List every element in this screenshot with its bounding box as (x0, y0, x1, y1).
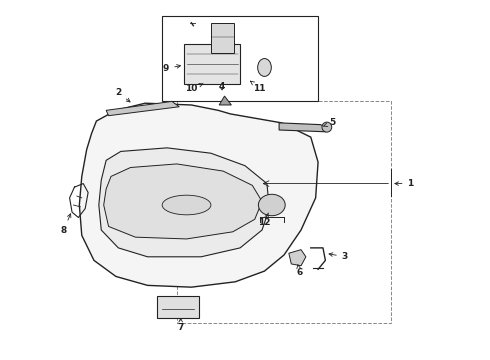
Text: 2: 2 (115, 88, 130, 102)
Bar (184, 44, 240, 84)
Ellipse shape (162, 195, 211, 215)
Text: 6: 6 (296, 265, 303, 277)
Text: 9: 9 (163, 64, 180, 73)
Text: 12: 12 (258, 213, 271, 228)
Text: 1: 1 (395, 179, 414, 188)
Ellipse shape (258, 59, 271, 76)
Text: 4: 4 (219, 82, 225, 91)
Polygon shape (289, 249, 306, 266)
Bar (162, 16, 318, 102)
Polygon shape (279, 123, 328, 132)
Text: 3: 3 (329, 252, 348, 261)
Polygon shape (79, 103, 318, 287)
Polygon shape (99, 148, 270, 257)
Polygon shape (219, 96, 231, 105)
Bar (211, 23, 234, 53)
Text: 11: 11 (250, 81, 266, 93)
Polygon shape (106, 102, 179, 116)
Text: 5: 5 (324, 118, 336, 127)
Bar (157, 296, 199, 318)
Ellipse shape (258, 194, 285, 216)
Text: 7: 7 (177, 319, 184, 332)
Ellipse shape (322, 122, 332, 132)
Polygon shape (104, 164, 262, 239)
Text: 8: 8 (61, 214, 71, 234)
Text: 10: 10 (185, 84, 203, 93)
Bar (177, 102, 391, 323)
